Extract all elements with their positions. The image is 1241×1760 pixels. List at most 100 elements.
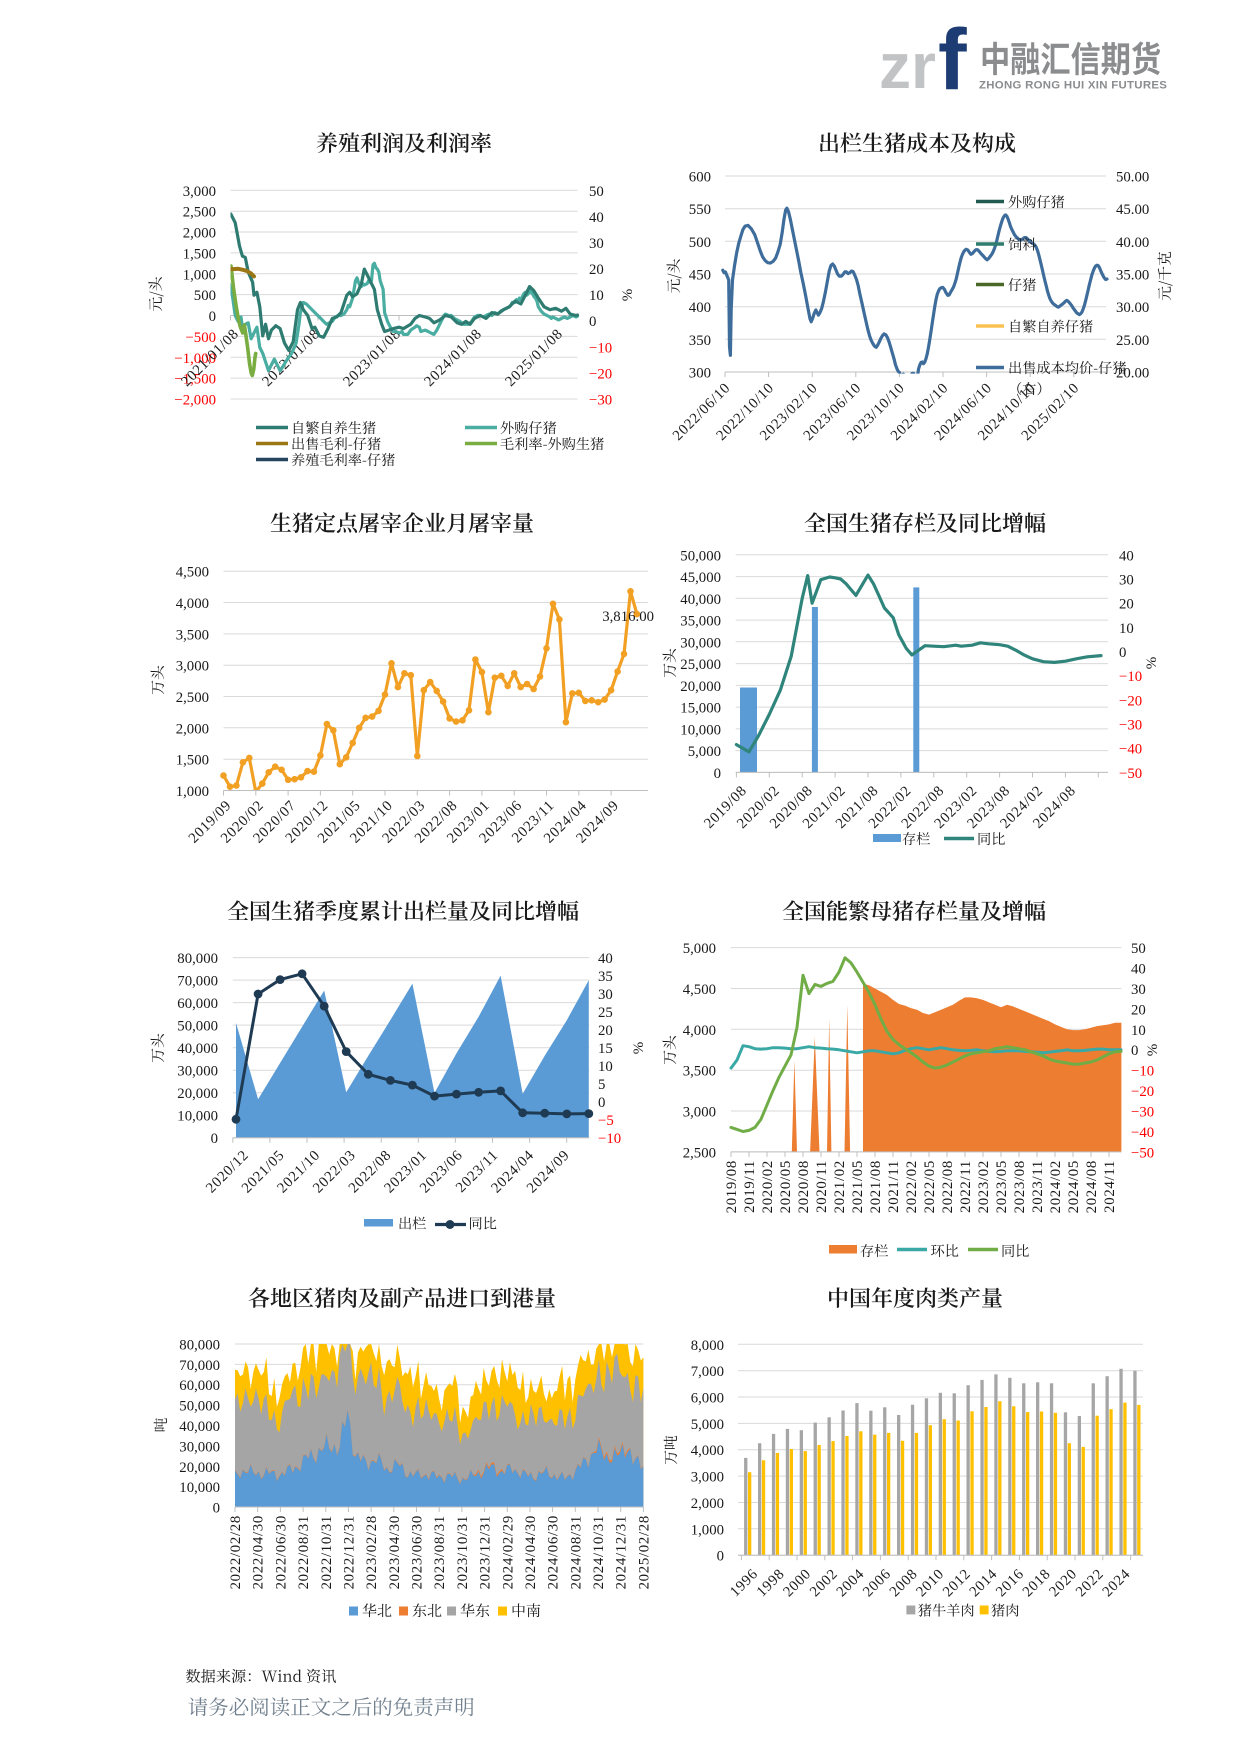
svg-text:−20: −20: [1131, 1084, 1154, 1100]
svg-text:30,000: 30,000: [680, 635, 721, 651]
svg-text:5,000: 5,000: [683, 941, 716, 957]
svg-text:300: 300: [689, 366, 711, 382]
svg-text:2,500: 2,500: [183, 205, 216, 221]
svg-text:40,000: 40,000: [179, 1419, 220, 1435]
svg-text:2024/08: 2024/08: [1084, 1160, 1100, 1213]
svg-text:10,000: 10,000: [177, 1109, 218, 1125]
svg-text:450: 450: [689, 268, 711, 284]
svg-text:350: 350: [689, 333, 711, 349]
svg-text:50,000: 50,000: [177, 1019, 218, 1035]
svg-text:50: 50: [589, 184, 604, 200]
svg-text:2021/11: 2021/11: [886, 1160, 902, 1213]
svg-text:4,500: 4,500: [176, 565, 209, 581]
svg-text:45,000: 45,000: [680, 570, 721, 586]
svg-text:2023/10/31: 2023/10/31: [455, 1515, 471, 1589]
svg-text:2022/11: 2022/11: [958, 1160, 974, 1213]
svg-text:2024/12/31: 2024/12/31: [614, 1515, 630, 1589]
svg-text:45.00: 45.00: [1116, 202, 1149, 218]
svg-text:−40: −40: [1119, 742, 1142, 758]
svg-text:80,000: 80,000: [179, 1338, 220, 1354]
svg-text:2023/08/31: 2023/08/31: [432, 1515, 448, 1589]
svg-text:−1,500: −1,500: [174, 372, 216, 388]
svg-text:5,000: 5,000: [691, 1417, 724, 1433]
svg-text:0: 0: [589, 314, 596, 330]
svg-text:3,500: 3,500: [176, 627, 209, 643]
svg-text:50: 50: [1131, 941, 1146, 957]
svg-text:−500: −500: [185, 330, 216, 346]
svg-text:%: %: [1144, 657, 1160, 670]
svg-text:10,000: 10,000: [179, 1480, 220, 1496]
svg-text:2022/10/31: 2022/10/31: [319, 1515, 335, 1589]
svg-text:2024/04/30: 2024/04/30: [523, 1515, 539, 1589]
svg-text:1,000: 1,000: [183, 267, 216, 283]
svg-text:2023/11: 2023/11: [1030, 1160, 1046, 1213]
svg-text:1,500: 1,500: [183, 246, 216, 262]
svg-text:2024/08/31: 2024/08/31: [568, 1515, 584, 1589]
svg-text:2,500: 2,500: [176, 690, 209, 706]
svg-text:1,000: 1,000: [691, 1522, 724, 1538]
svg-text:2,500: 2,500: [683, 1145, 716, 1161]
svg-text:2023/12/31: 2023/12/31: [478, 1515, 494, 1589]
svg-text:80,000: 80,000: [177, 951, 218, 967]
svg-text:2022/02: 2022/02: [904, 1160, 920, 1213]
svg-text:2024/02/29: 2024/02/29: [500, 1515, 516, 1589]
svg-text:5: 5: [598, 1077, 605, 1093]
svg-text:35,000: 35,000: [680, 614, 721, 630]
svg-text:2021/05: 2021/05: [850, 1160, 866, 1213]
svg-text:0: 0: [1131, 1043, 1138, 1059]
svg-text:2022/04/30: 2022/04/30: [251, 1515, 267, 1589]
svg-text:2021/02: 2021/02: [832, 1160, 848, 1213]
svg-text:%: %: [631, 1042, 647, 1055]
svg-text:550: 550: [689, 202, 711, 218]
svg-text:10: 10: [1131, 1023, 1146, 1039]
svg-text:0: 0: [598, 1095, 605, 1111]
svg-text:2022/08: 2022/08: [940, 1160, 956, 1213]
svg-text:20: 20: [1119, 597, 1134, 613]
svg-text:600: 600: [689, 170, 711, 186]
svg-text:zr: zr: [879, 30, 936, 102]
svg-text:2020/05: 2020/05: [778, 1160, 794, 1213]
svg-text:500: 500: [689, 235, 711, 251]
svg-text:40: 40: [589, 210, 604, 226]
svg-text:−10: −10: [589, 340, 612, 356]
svg-text:40,000: 40,000: [177, 1041, 218, 1057]
svg-text:20,000: 20,000: [179, 1460, 220, 1476]
svg-text:2023/05: 2023/05: [994, 1160, 1010, 1213]
svg-text:−30: −30: [1131, 1105, 1154, 1121]
svg-text:2022/12/31: 2022/12/31: [341, 1515, 357, 1589]
svg-text:0: 0: [211, 1131, 218, 1147]
svg-text:30: 30: [1131, 982, 1146, 998]
svg-text:2024/05: 2024/05: [1066, 1160, 1082, 1213]
svg-text:3,000: 3,000: [176, 659, 209, 675]
svg-text:2023/02/28: 2023/02/28: [364, 1515, 380, 1589]
svg-text:30: 30: [589, 236, 604, 252]
svg-text:40: 40: [1119, 548, 1134, 564]
svg-text:30,000: 30,000: [177, 1064, 218, 1080]
svg-text:20,000: 20,000: [177, 1086, 218, 1102]
svg-text:0: 0: [714, 766, 721, 782]
svg-text:60,000: 60,000: [179, 1378, 220, 1394]
svg-text:2,000: 2,000: [691, 1496, 724, 1512]
svg-text:60,000: 60,000: [177, 996, 218, 1012]
svg-text:%: %: [1145, 1044, 1161, 1057]
svg-text:2020/08: 2020/08: [796, 1160, 812, 1213]
svg-text:0: 0: [209, 309, 216, 325]
svg-text:2021/08: 2021/08: [868, 1160, 884, 1213]
svg-text:3,000: 3,000: [183, 184, 216, 200]
svg-text:−10: −10: [1119, 669, 1142, 685]
svg-text:20,000: 20,000: [680, 679, 721, 695]
svg-text:2023/04/30: 2023/04/30: [387, 1515, 403, 1589]
svg-text:−2,000: −2,000: [174, 393, 216, 409]
svg-text:2020/11: 2020/11: [814, 1160, 830, 1213]
svg-text:−50: −50: [1119, 766, 1142, 782]
svg-text:8,000: 8,000: [691, 1338, 724, 1354]
svg-text:−50: −50: [1131, 1145, 1154, 1161]
svg-text:35.00: 35.00: [1116, 268, 1149, 284]
svg-text:30: 30: [598, 987, 613, 1003]
svg-text:2019/11: 2019/11: [742, 1160, 758, 1213]
svg-text:3,500: 3,500: [683, 1064, 716, 1080]
svg-text:15,000: 15,000: [680, 701, 721, 717]
svg-text:−30: −30: [589, 393, 612, 409]
svg-text:20: 20: [589, 262, 604, 278]
svg-text:10,000: 10,000: [680, 722, 721, 738]
